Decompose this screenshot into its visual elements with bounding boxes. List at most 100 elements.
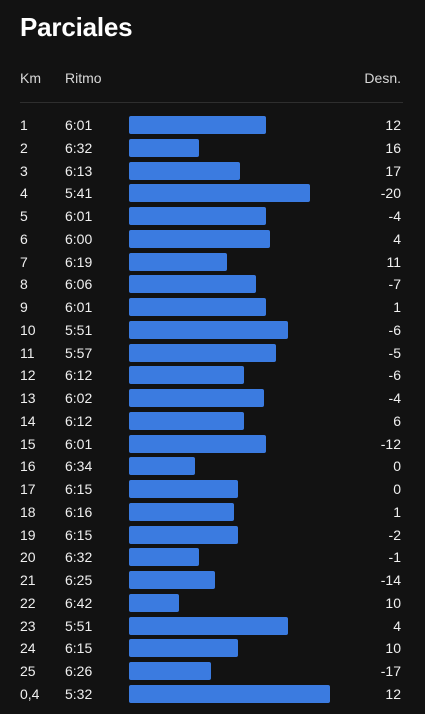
split-km: 10 (20, 321, 36, 338)
split-km: 24 (20, 640, 36, 657)
split-row: 11 5:57 -5 (0, 342, 425, 365)
split-row: 6 6:00 4 (0, 228, 425, 251)
split-pace: 6:25 (65, 572, 93, 588)
split-km: 13 (20, 390, 36, 406)
split-km: 12 (20, 367, 36, 384)
split-pace: 6:00 (65, 230, 93, 247)
pace-bar (129, 525, 238, 544)
split-row: 9 6:01 1 (0, 296, 425, 319)
pace-bar (129, 684, 330, 703)
split-elevation: 4 (393, 617, 401, 634)
split-row: 19 6:15 -2 (0, 524, 425, 547)
split-km: 19 (20, 526, 36, 543)
split-row: 16 6:34 0 (0, 455, 425, 478)
split-km: 18 (20, 503, 36, 520)
km-column-header: Km (20, 70, 41, 86)
split-row: 12 6:12 -6 (0, 364, 425, 387)
split-elevation: 16 (385, 139, 401, 156)
split-km: 11 (20, 344, 35, 361)
pace-bar (129, 138, 199, 157)
split-elevation: -2 (388, 526, 401, 543)
split-km: 9 (20, 299, 28, 315)
split-km: 3 (20, 162, 28, 179)
split-km: 6 (20, 230, 28, 247)
split-km: 5 (20, 208, 28, 224)
split-elevation: 12 (385, 117, 401, 133)
split-km: 14 (20, 412, 36, 429)
split-row: 25 6:26 -17 (0, 660, 425, 683)
split-elevation: 1 (393, 503, 401, 520)
split-pace: 6:01 (65, 208, 93, 224)
split-km: 23 (20, 617, 36, 634)
pace-bar (129, 207, 266, 225)
pace-bar (129, 184, 310, 203)
split-pace: 5:51 (65, 321, 93, 338)
split-row: 2 6:32 16 (0, 137, 425, 160)
split-row: 1 6:01 12 (0, 114, 425, 137)
pace-bar (129, 434, 266, 453)
pace-bar (129, 275, 256, 294)
pace-bar (129, 616, 288, 635)
split-pace: 6:16 (65, 503, 93, 520)
split-pace: 5:57 (65, 344, 93, 361)
split-pace: 6:26 (65, 663, 93, 679)
split-km: 22 (20, 594, 36, 611)
pace-bar (129, 298, 266, 316)
elevation-column-header: Desn. (364, 70, 401, 86)
split-pace: 6:15 (65, 481, 93, 497)
pace-bar (129, 161, 240, 180)
split-km: 16 (20, 458, 36, 475)
split-pace: 6:42 (65, 594, 93, 611)
pace-bar (129, 662, 211, 680)
pace-bar (129, 343, 276, 362)
pace-bar (129, 593, 179, 612)
split-elevation: -14 (380, 572, 401, 588)
split-pace: 6:34 (65, 458, 93, 475)
pace-bar (129, 366, 244, 385)
split-elevation: 10 (385, 594, 401, 611)
split-km: 15 (20, 435, 36, 452)
split-elevation: -1 (388, 549, 401, 566)
split-pace: 5:51 (65, 617, 93, 634)
pace-column-header: Ritmo (65, 70, 102, 86)
split-pace: 6:32 (65, 549, 93, 566)
split-elevation: -7 (388, 276, 401, 293)
pace-bar (129, 480, 238, 498)
split-km: 21 (20, 572, 36, 588)
split-km: 17 (20, 481, 36, 497)
split-elevation: -12 (380, 435, 401, 452)
split-row: 17 6:15 0 (0, 478, 425, 501)
split-row: 7 6:19 11 (0, 251, 425, 274)
header-divider (20, 102, 403, 103)
split-pace: 6:01 (65, 435, 93, 452)
split-elevation: 1 (393, 299, 401, 315)
pace-bar (129, 252, 227, 271)
pace-bar (129, 457, 195, 476)
splits-header: Km Ritmo Desn. (0, 70, 425, 90)
split-elevation: 6 (393, 412, 401, 429)
split-elevation: -4 (388, 208, 401, 224)
split-row: 24 6:15 10 (0, 637, 425, 660)
split-row: 8 6:06 -7 (0, 273, 425, 296)
split-elevation: 12 (385, 685, 401, 702)
pace-bar (129, 116, 266, 134)
split-pace: 5:32 (65, 685, 93, 702)
split-elevation: -6 (388, 321, 401, 338)
split-km: 0,4 (20, 685, 40, 702)
split-row: 23 5:51 4 (0, 615, 425, 638)
split-elevation: 0 (393, 458, 401, 475)
split-elevation: -5 (388, 344, 401, 361)
split-row: 20 6:32 -1 (0, 546, 425, 569)
split-elevation: 4 (393, 230, 401, 247)
split-row: 15 6:01 -12 (0, 433, 425, 456)
split-pace: 6:12 (65, 367, 93, 384)
split-elevation: -4 (388, 390, 401, 406)
split-elevation: -17 (380, 663, 401, 679)
split-pace: 6:01 (65, 117, 93, 133)
split-km: 8 (20, 276, 28, 293)
page-title: Parciales (20, 12, 133, 42)
split-row: 13 6:02 -4 (0, 387, 425, 410)
split-row: 14 6:12 6 (0, 410, 425, 433)
split-pace: 6:02 (65, 390, 93, 406)
split-km: 4 (20, 185, 28, 202)
